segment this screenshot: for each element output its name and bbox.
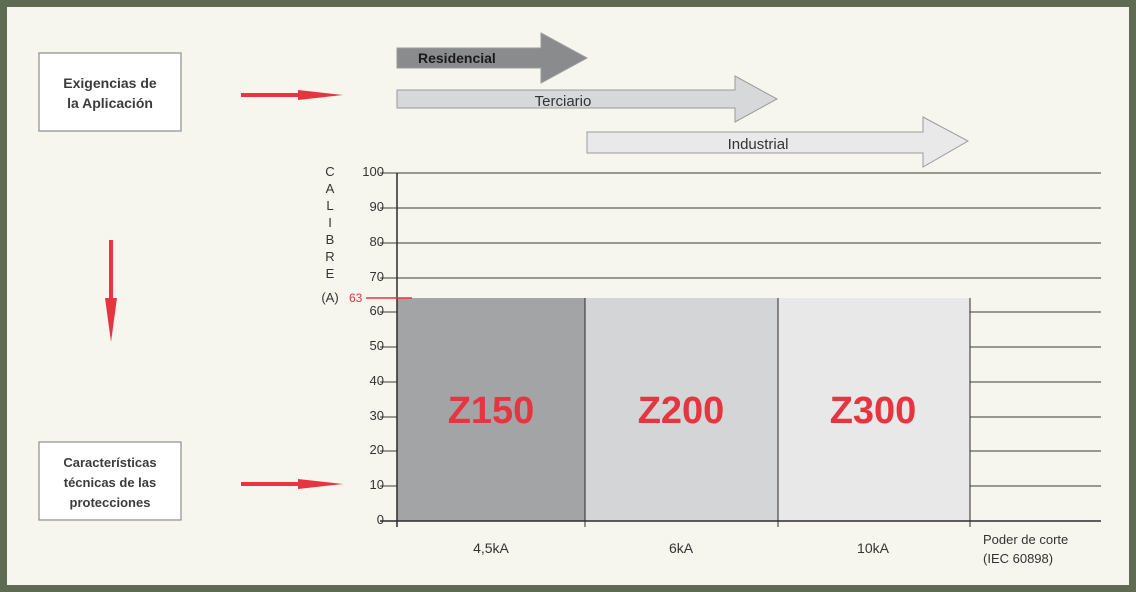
x-tick-label: 6kA — [669, 540, 694, 556]
x-tick-labels: 4,5kA 6kA 10kA — [473, 540, 890, 556]
application-label-industrial: Industrial — [728, 136, 789, 153]
product-area-z150 — [397, 298, 585, 521]
application-arrow-industrial: Industrial — [586, 116, 970, 168]
bottom-right-arrow-icon — [241, 479, 343, 489]
y-axis-label-letter: I — [328, 215, 332, 230]
x-tick-label: 4,5kA — [473, 540, 509, 556]
requirements-line-2: la Aplicación — [67, 95, 153, 111]
product-area-z200 — [585, 298, 778, 521]
requirements-box: Exigencias de la Aplicación — [38, 52, 182, 132]
application-label-residencial: Residencial — [418, 50, 496, 66]
product-block-z150: Z150 — [397, 298, 585, 521]
y-tick-label: 40 — [370, 373, 384, 388]
x-axis-end-label-line-2: (IEC 60898) — [983, 551, 1053, 566]
specifications-line-1: Características — [63, 455, 156, 470]
y-tick-label: 10 — [370, 477, 384, 492]
x-tick-label: 10kA — [857, 540, 890, 556]
y-axis-label-letter: E — [326, 266, 335, 281]
requirements-line-1: Exigencias de — [63, 75, 157, 91]
y-tick-label: 80 — [370, 234, 384, 249]
y-tick-labels: 100 90 80 70 60 50 40 30 20 10 0 — [362, 164, 384, 527]
y-axis-label-letter: A — [326, 181, 335, 196]
y-axis-label-letter: L — [326, 198, 333, 213]
specifications-line-3: protecciones — [70, 495, 151, 510]
product-label-z200: Z200 — [638, 390, 725, 432]
y-axis-label-letter: (A) — [321, 290, 338, 305]
red-arrows — [105, 90, 343, 489]
y-axis-label-letter: B — [326, 232, 335, 247]
y-tick-label: 60 — [370, 303, 384, 318]
application-arrow-residencial: Residencial — [396, 32, 589, 84]
specifications-line-2: técnicas de las — [64, 475, 157, 490]
y-tick-label: 100 — [362, 164, 384, 179]
product-area-z300 — [778, 298, 970, 521]
y-tick-label: 20 — [370, 442, 384, 457]
limit-marker-label: 63 — [349, 291, 363, 305]
down-arrow-icon — [105, 240, 117, 342]
specifications-box: Características técnicas de las protecci… — [38, 441, 182, 521]
y-axis-label-letter: R — [325, 249, 334, 264]
product-block-z300: Z300 — [778, 298, 970, 521]
x-axis-end-label-line-1: Poder de corte — [983, 532, 1068, 547]
product-label-z150: Z150 — [448, 390, 535, 432]
product-label-z300: Z300 — [830, 390, 917, 432]
y-tick-label: 50 — [370, 338, 384, 353]
application-label-terciario: Terciario — [535, 93, 592, 110]
y-tick-label: 70 — [370, 269, 384, 284]
application-arrow-terciario: Terciario — [396, 75, 779, 123]
y-axis-label: C A L I B R E (A) — [321, 164, 338, 305]
product-block-z200: Z200 — [585, 298, 778, 521]
y-axis-label-letter: C — [325, 164, 334, 179]
top-right-arrow-icon — [241, 90, 343, 100]
y-tick-label: 30 — [370, 408, 384, 423]
y-tick-label: 0 — [377, 512, 384, 527]
y-tick-label: 90 — [370, 199, 384, 214]
